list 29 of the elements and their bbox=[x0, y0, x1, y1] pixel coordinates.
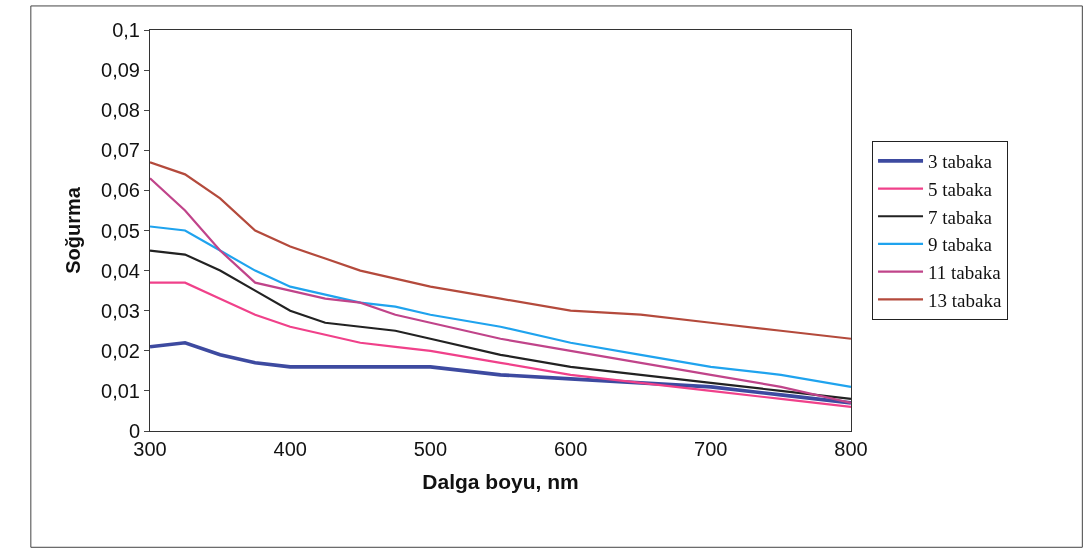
legend-label: 3 tabaka bbox=[928, 151, 993, 173]
y-tick-label: 0,02 bbox=[101, 339, 140, 362]
x-tick-label: 700 bbox=[694, 438, 728, 460]
x-tick-label: 600 bbox=[553, 438, 588, 460]
x-tick-label: 500 bbox=[413, 438, 448, 460]
x-axis-title: Dalga boyu, nm bbox=[422, 470, 579, 494]
line-series bbox=[150, 340, 851, 405]
y-tick-label: 0,03 bbox=[101, 299, 140, 322]
y-tick-label: 0,1 bbox=[112, 19, 140, 41]
line-series bbox=[150, 161, 851, 340]
x-tick-label: 400 bbox=[273, 438, 307, 460]
legend-label: 7 tabaka bbox=[928, 206, 993, 228]
y-tick-label: 0,04 bbox=[101, 259, 140, 282]
y-tick-label: 0,06 bbox=[101, 179, 140, 202]
y-tick-label: 0,07 bbox=[101, 139, 140, 162]
y-tick-label: 0,09 bbox=[101, 59, 140, 82]
line-series bbox=[150, 249, 851, 401]
line-series bbox=[150, 225, 851, 388]
legend-label: 13 tabaka bbox=[928, 289, 1002, 311]
y-tick-label: 0,08 bbox=[101, 99, 140, 122]
y-tick-label: 0,01 bbox=[101, 379, 140, 402]
legend-label: 11 tabaka bbox=[928, 262, 1002, 284]
x-tick-label: 800 bbox=[834, 438, 868, 460]
y-axis-title: Soğurma bbox=[61, 186, 84, 274]
line-series bbox=[150, 177, 851, 405]
line-series bbox=[150, 281, 851, 409]
y-tick-label: 0,05 bbox=[101, 219, 140, 242]
legend-label: 5 tabaka bbox=[928, 178, 993, 200]
legend-label: 9 tabaka bbox=[928, 234, 993, 256]
